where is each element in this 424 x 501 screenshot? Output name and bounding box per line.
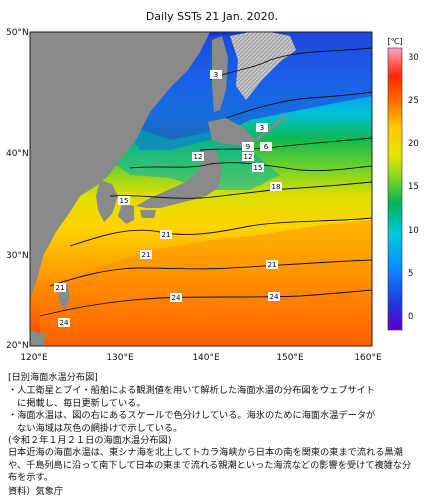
contour-label: 3 [214, 71, 218, 79]
kyushu [118, 204, 134, 224]
lon-label-160: 160°E [354, 353, 382, 363]
contour-label-box [260, 142, 272, 151]
colorbar-tick-20: 20 [408, 139, 419, 149]
colorbar-tick-10: 10 [408, 226, 419, 236]
contour-label-box [266, 260, 278, 269]
lon-label-140: 140°E [192, 353, 220, 363]
colorbar-tick-0: 0 [408, 312, 413, 322]
contour-label: 6 [264, 143, 269, 151]
lon-label-130: 130°E [106, 353, 134, 363]
caption-bullet-1: ・人工衛星とブイ・船舶による観測値を用いて解析した海面水温の分布図をウェブサイト… [8, 385, 375, 409]
contour-label: 21 [142, 251, 151, 259]
contour-label-box [118, 196, 130, 205]
contour-label: 15 [254, 164, 263, 172]
lat-label-50: 50°N [6, 28, 29, 38]
contour-label: 15 [120, 197, 129, 205]
contour-label-box [242, 142, 254, 151]
contour-label-box [252, 163, 264, 172]
contour-label-box [242, 152, 254, 161]
contour-label-box [210, 70, 222, 79]
caption-body: 日本近海の海面水温は、東シナ海を北上してトカラ海峡から日本の南を関東の東まで流れ… [8, 447, 412, 484]
caption-date-note: (令和２年１月２１日の海面水温分布図) [8, 435, 172, 446]
contour-label: 21 [268, 261, 277, 269]
map-title: Daily SSTs 21 Jan. 2020. [145, 10, 279, 23]
hokkaido [208, 118, 256, 146]
contour-label: 24 [270, 293, 279, 301]
contour-label: 18 [272, 183, 281, 191]
colorbar-tick-30: 30 [408, 53, 419, 63]
sea-ice-area [230, 32, 296, 100]
luzon [30, 330, 46, 346]
contour-label-box [256, 123, 268, 132]
contour-label-box [170, 293, 182, 302]
contour-label: 9 [246, 143, 250, 151]
caption-bullet-2: ・海面水温は、図の右にあるスケールで色分けしている。海氷のために海面水温データが… [8, 410, 376, 434]
shikoku [140, 210, 156, 218]
lat-label-30: 30°N [6, 251, 29, 261]
contour-label: 21 [162, 231, 171, 239]
contour-label: 24 [60, 319, 69, 327]
contour-label-box [268, 292, 280, 301]
colorbar-tick-5: 5 [408, 269, 413, 279]
contour-label-box [192, 152, 204, 161]
lat-label-40: 40°N [6, 149, 29, 159]
lat-label-20: 20°N [6, 341, 29, 351]
colorbar-unit: [℃] [387, 37, 402, 46]
colorbar-tick-15: 15 [408, 182, 419, 192]
caption-source: 資料）気象庁 [8, 486, 64, 497]
colorbar-tick-25: 25 [408, 96, 419, 106]
honshu [136, 150, 222, 208]
contour-label: 12 [194, 153, 203, 161]
isotherm-contours [39, 47, 372, 317]
lon-label-120: 120°E [20, 353, 48, 363]
colorbar [387, 47, 403, 331]
contour-label-box [270, 182, 282, 191]
contour-label-box [140, 250, 152, 259]
contour-label: 12 [244, 153, 253, 161]
contour-label-box [160, 230, 172, 239]
contour-label-box [58, 318, 70, 327]
korea-peninsula [96, 180, 118, 222]
contour-label-box [54, 283, 66, 292]
map-frame [29, 31, 373, 347]
contour-label: 21 [56, 284, 65, 292]
contour-label: 24 [172, 294, 181, 302]
asia-landmass [30, 32, 210, 300]
contour-label: 3 [260, 124, 264, 132]
lon-label-150: 150°E [276, 353, 304, 363]
caption-heading: [日別海面水温分布図] [8, 372, 98, 383]
